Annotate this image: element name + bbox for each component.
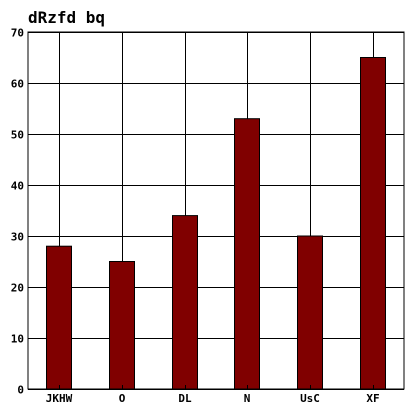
y-tick-label: 70 <box>11 27 24 40</box>
bar-usc <box>297 235 323 390</box>
x-tick-label: N <box>244 392 251 405</box>
y-axis-ticks: 0 10 20 30 40 50 60 70 <box>11 27 32 397</box>
bar-n <box>234 118 260 390</box>
y-tick-label: 50 <box>11 129 24 142</box>
x-tick-label: XF <box>366 392 379 405</box>
y-tick-label: 40 <box>11 180 24 193</box>
bars <box>46 57 386 390</box>
y-tick-label: 20 <box>11 282 24 295</box>
chart-title: dRzfd bq <box>28 8 105 27</box>
plot-frame <box>27 31 405 390</box>
y-tick-label: 30 <box>11 231 24 244</box>
y-tick-label: 0 <box>17 384 24 397</box>
y-tick-label: 10 <box>11 333 24 346</box>
bar-xf <box>360 57 386 390</box>
x-tick-label: DL <box>178 392 192 405</box>
x-axis-ticks: JKHW O DL N UsC XF <box>46 385 380 405</box>
x-tick-label: UsC <box>300 392 320 405</box>
bar-jkhw <box>46 245 72 390</box>
bar-o <box>109 261 135 390</box>
y-tick-label: 60 <box>11 78 24 91</box>
bar-dl <box>172 215 198 390</box>
x-tick-label: JKHW <box>46 392 73 405</box>
x-tick-label: O <box>119 392 126 405</box>
plot-area <box>28 32 404 389</box>
